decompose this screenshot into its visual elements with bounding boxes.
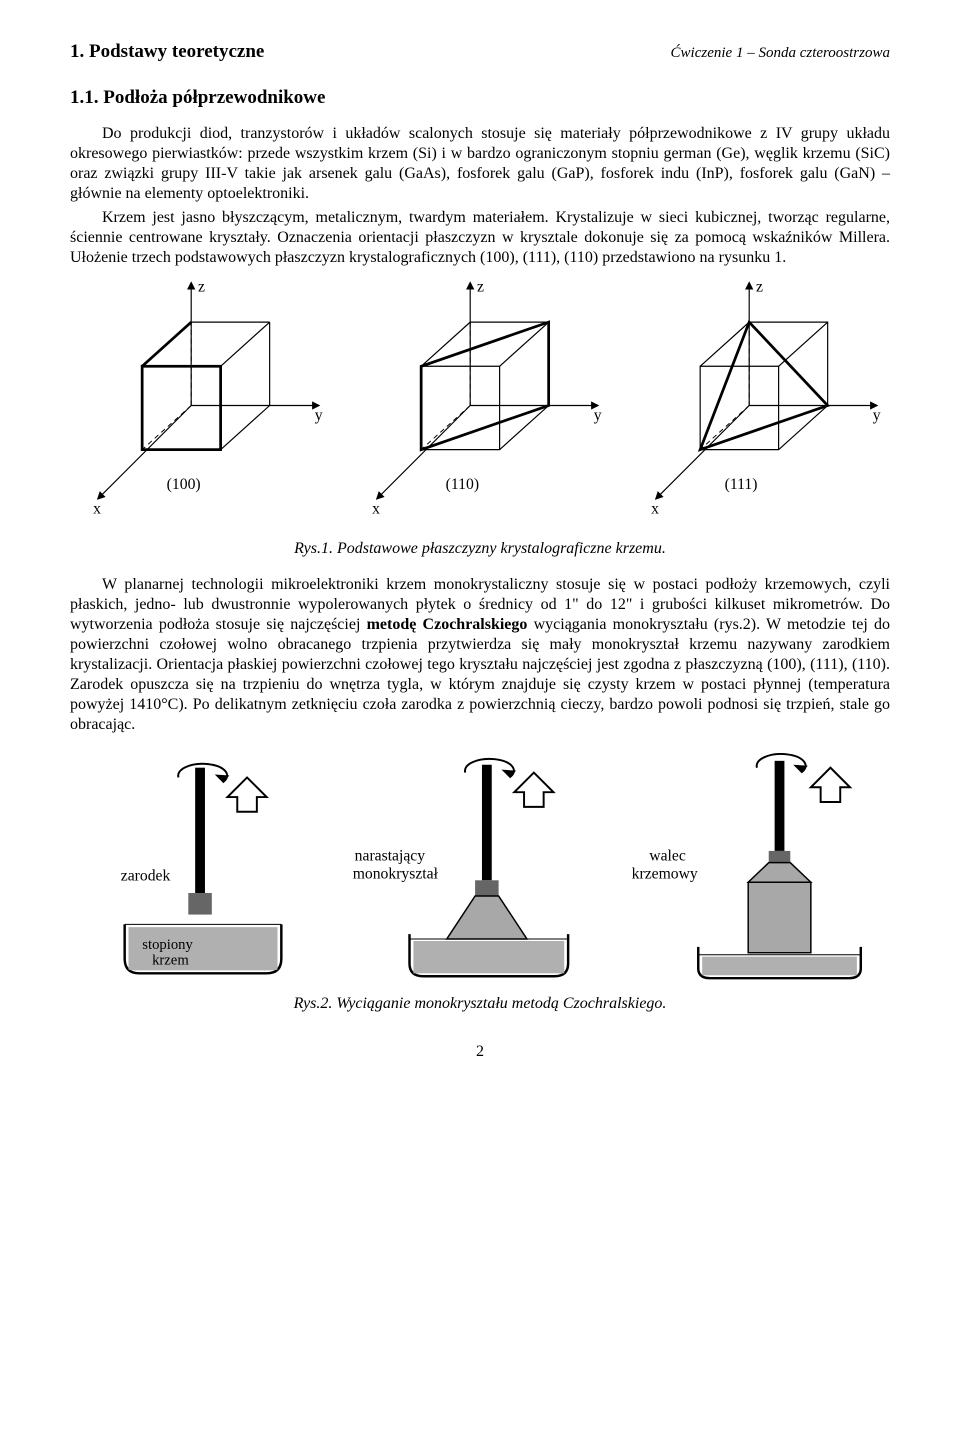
figure-2-caption: Rys.2. Wyciąganie monokryształu metodą C… (70, 994, 890, 1014)
paragraph-2: Krzem jest jasno błyszczącym, metaliczny… (70, 208, 890, 268)
bold-method-name: metodę Czochralskiego (367, 616, 528, 633)
plane-111-label: (111) (724, 475, 757, 492)
paragraph-1: Do produkcji diod, tranzystorów i układó… (70, 124, 890, 204)
svg-text:y: y (873, 407, 881, 424)
czochralski-stage-1-svg: zarodek stopiony krzem (83, 753, 323, 988)
svg-text:z: z (477, 278, 484, 295)
czochralski-stage-2-svg: narastający monokryształ (350, 753, 610, 988)
label-walec-2: krzemowy (631, 865, 697, 882)
cube-111-svg: z y x (111) (629, 278, 889, 533)
svg-text:y: y (594, 407, 602, 424)
figure-2: zarodek stopiony krzem narastający monok… (70, 753, 890, 988)
figure-2-stage-1: zarodek stopiony krzem (70, 753, 337, 988)
label-walec-1: walec (649, 847, 686, 864)
svg-text:x: x (372, 500, 380, 517)
label-narast-2: monokryształ (353, 865, 439, 882)
figure-1-cube-110: z y x (110) (349, 278, 611, 533)
figure-1-cube-111: z y x (111) (628, 278, 890, 533)
label-narast-1: narastający (355, 847, 426, 864)
svg-text:z: z (756, 278, 763, 295)
cube-100-svg: z y x (100) (71, 278, 331, 533)
figure-1-caption: Rys.1. Podstawowe płaszczyzny krystalogr… (70, 539, 890, 559)
figure-2-stage-2: narastający monokryształ (347, 753, 614, 988)
plane-110-label: (110) (446, 475, 479, 492)
header-note: Ćwiczenie 1 – Sonda czteroostrzowa (671, 44, 890, 63)
subsection-title: 1.1. Podłoża półprzewodnikowe (70, 86, 890, 110)
paragraph-3: W planarnej technologii mikroelektroniki… (70, 575, 890, 735)
page-number: 2 (70, 1042, 890, 1062)
label-zarodek: zarodek (121, 867, 171, 884)
figure-2-stage-3: walec krzemowy (623, 753, 890, 988)
axis-z-label: z (198, 278, 205, 295)
axis-x-label: x (93, 500, 101, 517)
cube-110-svg: z y x (110) (350, 278, 610, 533)
section-title: 1. Podstawy teoretyczne (70, 40, 264, 64)
figure-1-cube-100: z y x (100) (70, 278, 332, 533)
label-stopiony-1: stopiony (143, 936, 194, 952)
czochralski-stage-3-svg: walec krzemowy (627, 753, 887, 988)
axis-y-label: y (315, 407, 323, 424)
figure-1: z y x (100) z y x (70, 278, 890, 533)
svg-text:x: x (651, 500, 659, 517)
plane-100-label: (100) (167, 475, 201, 492)
label-stopiony-2: krzem (152, 952, 189, 968)
